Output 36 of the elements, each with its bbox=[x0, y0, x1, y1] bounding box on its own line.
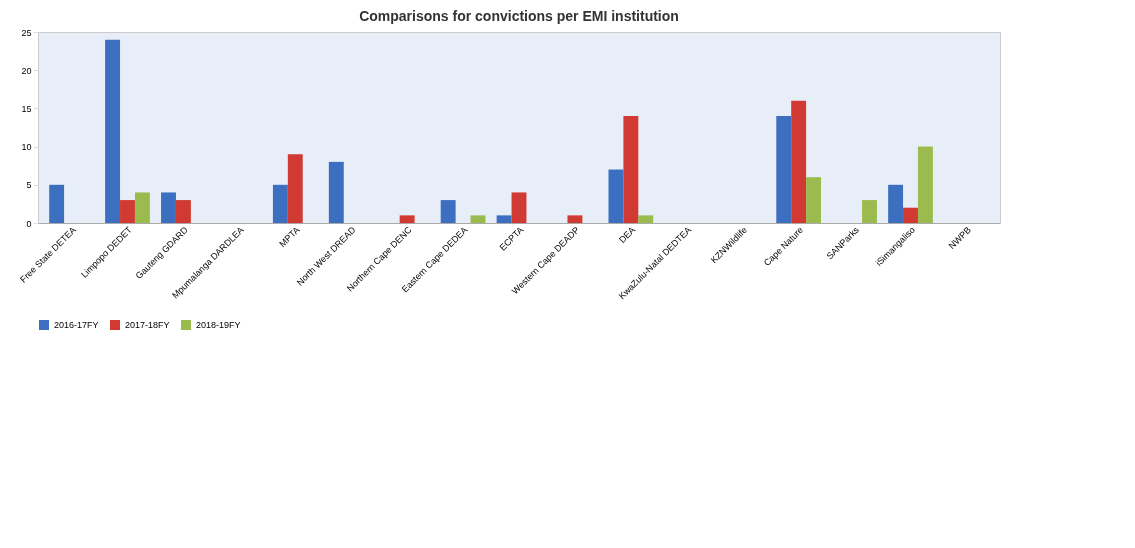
bar bbox=[440, 200, 456, 223]
bar bbox=[49, 184, 65, 223]
bar bbox=[776, 116, 792, 223]
y-tick-label: 15 bbox=[21, 103, 32, 114]
bar bbox=[105, 39, 121, 223]
bar bbox=[134, 192, 150, 223]
bar bbox=[608, 169, 624, 223]
bar bbox=[567, 215, 583, 223]
bar bbox=[638, 215, 654, 223]
y-tick-label: 25 bbox=[21, 27, 32, 38]
bar bbox=[175, 200, 191, 223]
bar bbox=[917, 146, 933, 223]
bar bbox=[399, 215, 415, 223]
chart-title: Comparisons for convictions per EMI institution bbox=[359, 8, 679, 24]
bar bbox=[161, 192, 176, 223]
legend-label: 2016-17FY bbox=[54, 320, 99, 330]
bar bbox=[511, 192, 527, 223]
bar bbox=[328, 161, 344, 223]
bar bbox=[287, 154, 303, 223]
y-tick-label: 0 bbox=[26, 218, 32, 229]
bar bbox=[888, 184, 904, 223]
legend-label: 2017-18FY bbox=[125, 320, 170, 330]
bar bbox=[496, 215, 512, 223]
bar bbox=[272, 184, 288, 223]
legend-label: 2018-19FY bbox=[196, 320, 241, 330]
bar bbox=[806, 177, 822, 223]
bar bbox=[470, 215, 486, 223]
x-tick-label: DEA bbox=[617, 224, 638, 245]
y-tick-label: 10 bbox=[21, 142, 32, 153]
bar bbox=[120, 200, 135, 223]
bar bbox=[862, 200, 877, 223]
bar bbox=[903, 207, 918, 223]
y-tick-label: 5 bbox=[26, 180, 32, 191]
bar bbox=[623, 116, 639, 223]
bar bbox=[791, 100, 807, 223]
y-tick-label: 20 bbox=[21, 65, 32, 76]
